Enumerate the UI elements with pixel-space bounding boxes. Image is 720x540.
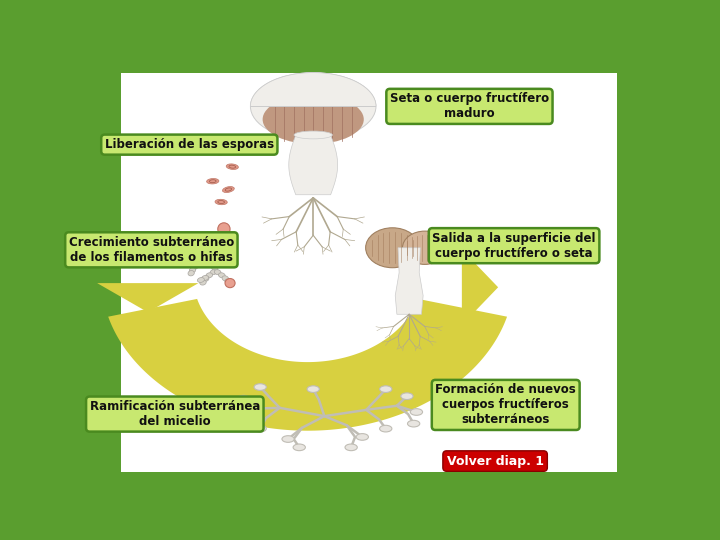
Ellipse shape [212, 265, 218, 271]
Ellipse shape [356, 434, 369, 440]
Ellipse shape [225, 279, 231, 284]
Text: Liberación de las esporas: Liberación de las esporas [105, 138, 274, 151]
Text: Formación de nuevos
cuerpos fructíferos
subterráneos: Formación de nuevos cuerpos fructíferos … [436, 383, 576, 427]
Ellipse shape [199, 280, 206, 285]
Ellipse shape [225, 279, 235, 288]
Ellipse shape [194, 261, 201, 266]
Ellipse shape [401, 393, 413, 400]
Ellipse shape [222, 186, 234, 193]
Ellipse shape [254, 384, 266, 390]
Ellipse shape [216, 250, 222, 255]
Ellipse shape [192, 265, 198, 269]
Ellipse shape [215, 269, 221, 275]
Ellipse shape [379, 426, 392, 432]
Ellipse shape [282, 436, 294, 442]
Ellipse shape [293, 444, 305, 451]
Text: Ramificación subterránea
del micelio: Ramificación subterránea del micelio [89, 400, 260, 428]
Ellipse shape [199, 260, 206, 264]
Text: Salida a la superficie del
cuerpo fructífero o seta: Salida a la superficie del cuerpo fructí… [432, 232, 596, 260]
Circle shape [366, 228, 419, 268]
Polygon shape [97, 283, 199, 312]
Ellipse shape [189, 267, 196, 273]
Circle shape [402, 231, 447, 265]
Ellipse shape [219, 244, 225, 249]
Ellipse shape [207, 179, 219, 184]
Ellipse shape [294, 131, 333, 139]
Ellipse shape [210, 260, 217, 266]
Polygon shape [395, 248, 423, 314]
Ellipse shape [251, 72, 376, 140]
Ellipse shape [235, 415, 247, 422]
Text: Seta o cuerpo fructífero
maduro: Seta o cuerpo fructífero maduro [390, 92, 549, 120]
Ellipse shape [206, 259, 213, 263]
Polygon shape [108, 299, 507, 431]
Ellipse shape [215, 199, 228, 205]
Ellipse shape [202, 275, 209, 280]
Ellipse shape [307, 386, 320, 393]
Ellipse shape [222, 276, 228, 281]
Ellipse shape [218, 273, 225, 278]
Ellipse shape [410, 409, 423, 415]
Ellipse shape [379, 386, 392, 393]
Ellipse shape [188, 271, 194, 276]
Polygon shape [251, 72, 376, 106]
Ellipse shape [220, 238, 226, 243]
Ellipse shape [408, 420, 420, 427]
Ellipse shape [193, 259, 200, 264]
Ellipse shape [212, 255, 218, 260]
Polygon shape [289, 135, 338, 195]
Ellipse shape [197, 278, 204, 282]
Ellipse shape [206, 273, 212, 278]
Ellipse shape [189, 256, 196, 261]
Ellipse shape [215, 149, 227, 155]
Ellipse shape [226, 164, 238, 170]
Text: Crecimiento subterráneo
de los filamentos o hifas: Crecimiento subterráneo de los filamento… [68, 236, 234, 264]
FancyBboxPatch shape [121, 73, 617, 472]
Ellipse shape [345, 444, 357, 451]
Polygon shape [462, 249, 498, 325]
Ellipse shape [232, 423, 244, 430]
Ellipse shape [254, 426, 266, 432]
Ellipse shape [220, 411, 233, 417]
Ellipse shape [217, 223, 230, 235]
Text: Volver diap. 1: Volver diap. 1 [446, 455, 544, 468]
Ellipse shape [210, 269, 217, 275]
Ellipse shape [238, 395, 250, 402]
Ellipse shape [263, 94, 364, 144]
Ellipse shape [202, 276, 209, 281]
